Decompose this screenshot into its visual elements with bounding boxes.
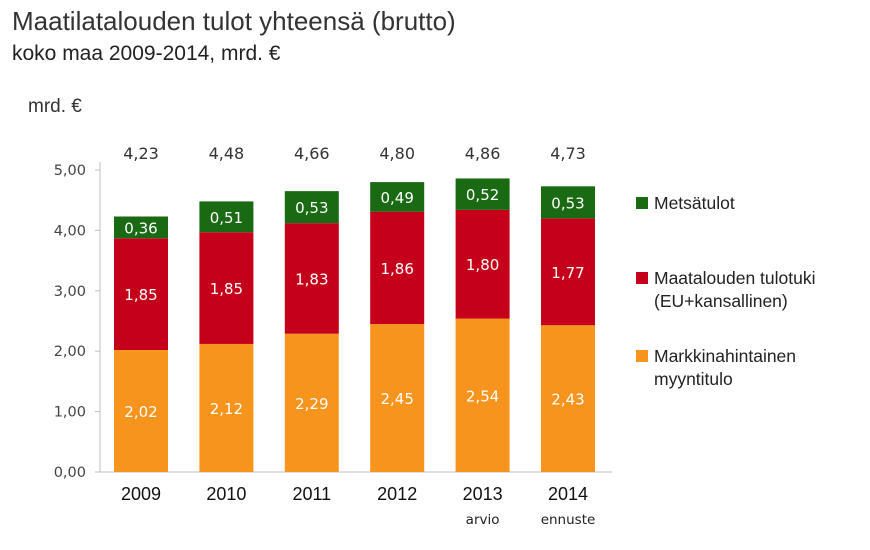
bar-segment-label: 0,53 bbox=[551, 194, 584, 212]
y-tick-label: 1,00 bbox=[54, 405, 86, 421]
bar-segment bbox=[541, 218, 595, 326]
bar-segment-label: 2,02 bbox=[124, 403, 157, 421]
bar-segment-label: 1,83 bbox=[295, 270, 328, 288]
bar-segment-label: 2,12 bbox=[210, 400, 243, 418]
y-tick-label: 2,00 bbox=[54, 344, 86, 360]
bar-total-label: 4,86 bbox=[465, 144, 501, 163]
bar-segment-label: 1,77 bbox=[551, 264, 584, 282]
x-category-label: 2013 bbox=[463, 484, 503, 504]
bar-total-label: 4,23 bbox=[123, 144, 159, 163]
chart-subtitle: koko maa 2009-2014, mrd. € bbox=[12, 42, 281, 65]
bar-segment-label: 0,52 bbox=[466, 186, 499, 204]
bar-segment bbox=[455, 318, 510, 472]
bar-segment-label: 1,85 bbox=[210, 280, 243, 298]
bar-segment-label: 0,49 bbox=[380, 189, 413, 207]
legend-item-metsatulot: Metsätulot bbox=[636, 192, 735, 215]
bar-segment-label: 0,51 bbox=[210, 209, 243, 227]
bar-segment-label: 1,80 bbox=[466, 256, 499, 274]
y-tick-label: 3,00 bbox=[54, 284, 86, 300]
legend-swatch bbox=[636, 197, 648, 209]
bar-segment bbox=[370, 211, 425, 325]
bar-segment bbox=[455, 178, 510, 210]
bar-segment-label: 1,86 bbox=[380, 260, 413, 278]
bar-total-label: 4,66 bbox=[294, 144, 330, 163]
legend-swatch bbox=[636, 350, 648, 362]
y-tick-label: 5,00 bbox=[54, 163, 86, 179]
bar-segment-label: 2,43 bbox=[551, 391, 584, 409]
legend-item-tulotuki: Maatalouden tulotuki (EU+kansallinen) bbox=[636, 267, 854, 313]
x-category-label: 2012 bbox=[377, 484, 417, 504]
bar-segment bbox=[199, 343, 254, 472]
bar-total-label: 4,48 bbox=[209, 144, 245, 163]
bar-segment bbox=[284, 191, 339, 224]
x-category-note: arvio bbox=[466, 512, 500, 528]
bar-segment bbox=[114, 216, 168, 239]
chart-title: Maatilatalouden tulot yhteensä (brutto) bbox=[12, 6, 456, 36]
y-axis-label: mrd. € bbox=[28, 96, 82, 117]
bar-segment-label: 2,54 bbox=[466, 387, 499, 405]
legend-label: Metsätulot bbox=[654, 193, 735, 213]
x-category-label: 2014 bbox=[548, 484, 588, 504]
bar-segment-label: 2,29 bbox=[295, 395, 328, 413]
bar-segment bbox=[284, 223, 339, 334]
y-tick-label: 4,00 bbox=[54, 223, 86, 239]
legend-label: Maatalouden tulotuki (EU+kansallinen) bbox=[654, 268, 816, 311]
legend-item-myyntitulo: Markkinahintainen myyntitulo bbox=[636, 345, 854, 391]
bar-segment bbox=[199, 232, 254, 344]
y-tick-label: 0,00 bbox=[54, 465, 86, 481]
x-category-label: 2009 bbox=[121, 484, 161, 504]
bar-segment-label: 0,53 bbox=[295, 199, 328, 217]
bar-segment-label: 1,85 bbox=[124, 286, 157, 304]
x-category-label: 2011 bbox=[292, 484, 331, 504]
bar-segment bbox=[370, 182, 425, 212]
bar-segment-label: 0,36 bbox=[124, 219, 157, 237]
bar-segment bbox=[370, 324, 425, 472]
bar-segment bbox=[114, 238, 168, 350]
bar-segment bbox=[541, 186, 595, 219]
bar-total-label: 4,80 bbox=[379, 144, 415, 163]
bar-segment bbox=[284, 333, 339, 472]
bar-total-label: 4,73 bbox=[550, 144, 586, 163]
bar-segment bbox=[455, 209, 510, 319]
x-category-note: ennuste bbox=[541, 512, 596, 528]
x-category-label: 2010 bbox=[206, 484, 246, 504]
legend-swatch bbox=[636, 272, 648, 284]
bar-segment bbox=[541, 325, 595, 472]
bar-segment bbox=[114, 349, 168, 472]
bar-segment bbox=[199, 201, 254, 233]
bar-segment-label: 2,45 bbox=[380, 390, 413, 408]
legend-label: Markkinahintainen myyntitulo bbox=[654, 346, 797, 389]
